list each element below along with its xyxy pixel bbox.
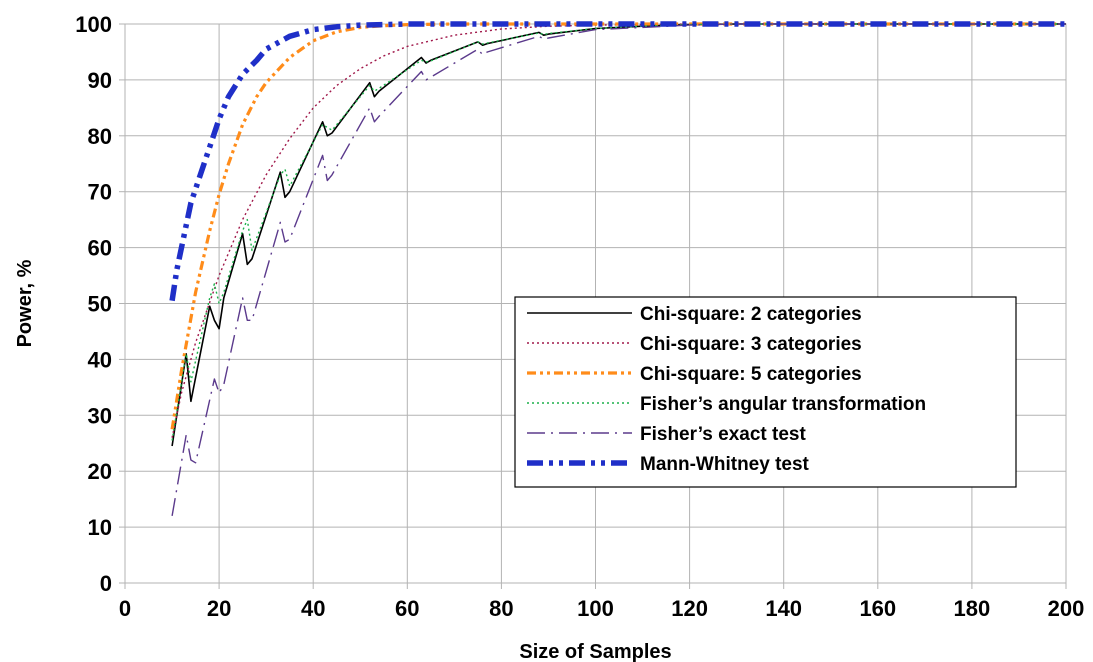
y-tick-label: 0 (100, 571, 112, 596)
legend: Chi-square: 2 categories Chi-square: 3 ca… (514, 296, 1017, 488)
x-tick-label: 120 (671, 596, 708, 621)
x-axis-title: Size of Samples (519, 641, 671, 662)
legend-label: Chi-square: 2 categories (640, 304, 862, 325)
y-tick-label: 80 (88, 124, 112, 149)
legend-label: Mann-Whitney test (640, 454, 810, 475)
x-tick-label: 80 (489, 596, 513, 621)
y-tick-label: 50 (88, 292, 112, 317)
y-axis-title: Power, % (14, 259, 36, 347)
y-tick-label: 70 (88, 180, 112, 205)
x-tick-label: 0 (119, 596, 131, 621)
legend-label: Chi-square: 3 categories (640, 334, 862, 355)
y-tick-label: 40 (88, 347, 112, 372)
y-tick-label: 100 (75, 12, 112, 37)
x-tick-label: 60 (395, 596, 419, 621)
legend-label: Fisher’s angular transformation (640, 394, 926, 415)
legend-label: Chi-square: 5 categories (640, 364, 862, 385)
x-tick-label: 200 (1048, 596, 1085, 621)
x-tick-label: 40 (301, 596, 325, 621)
series-lines (169, 21, 1066, 517)
y-tick-label: 30 (88, 403, 112, 428)
series-line-6 (169, 21, 1066, 302)
x-tick-label: 160 (859, 596, 896, 621)
legend-label: Fisher’s exact test (640, 424, 806, 445)
y-tick-label: 10 (88, 515, 112, 540)
x-tick-label: 20 (207, 596, 231, 621)
x-tick-label: 100 (577, 596, 614, 621)
legend-box (514, 296, 1017, 488)
tick-labels: 0 20 40 60 80 100 120 140 160 180 200 0 10 20 30 40 50 60… (75, 12, 1084, 621)
y-tick-label: 20 (88, 459, 112, 484)
series-line-2 (171, 23, 1066, 438)
y-tick-label: 90 (88, 68, 112, 93)
x-tick-label: 180 (954, 596, 991, 621)
y-tick-label: 60 (88, 236, 112, 261)
x-tick-label: 140 (765, 596, 802, 621)
series-line-5 (171, 23, 1066, 517)
